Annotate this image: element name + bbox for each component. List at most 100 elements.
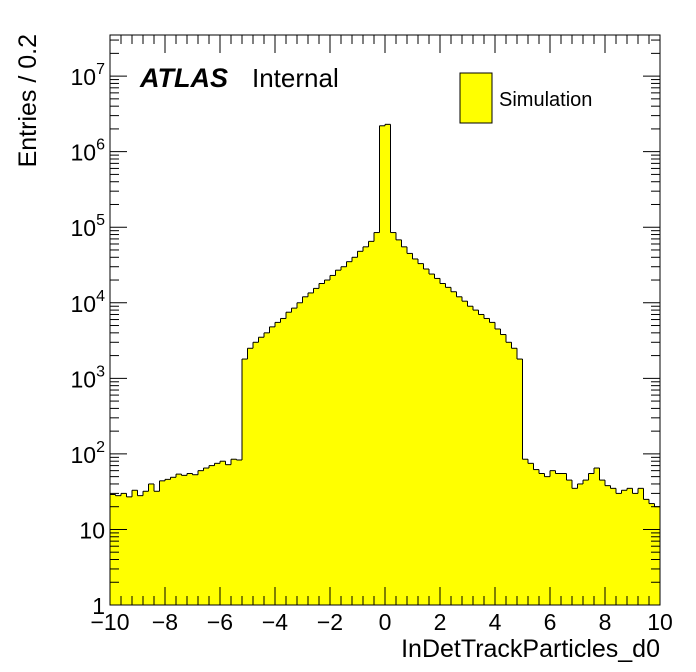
histogram-bin bbox=[110, 494, 116, 605]
histogram-bin bbox=[588, 473, 595, 605]
histogram-bin bbox=[390, 232, 397, 606]
histogram-bin bbox=[280, 318, 287, 605]
histogram-bin bbox=[594, 468, 600, 605]
histogram-bin bbox=[247, 348, 254, 605]
histogram-bin bbox=[176, 474, 182, 605]
atlas-label: ATLAS Internal bbox=[139, 63, 339, 93]
histogram-bin bbox=[649, 503, 655, 605]
histogram-bin bbox=[385, 124, 391, 606]
histogram-bin bbox=[610, 488, 617, 605]
histogram-bin bbox=[132, 490, 138, 605]
histogram-bin bbox=[203, 468, 210, 605]
histogram-bin bbox=[412, 258, 419, 605]
y-tick-label: 106 bbox=[71, 137, 106, 166]
y-tick-label: 103 bbox=[71, 363, 106, 392]
histogram-bin bbox=[561, 473, 567, 605]
y-tick-label: 10 bbox=[79, 517, 105, 543]
y-tick-label-base: 10 bbox=[71, 442, 97, 468]
histogram-bin bbox=[330, 275, 336, 605]
y-tick-label-base: 10 bbox=[71, 215, 97, 241]
histogram-bin bbox=[544, 476, 551, 605]
histogram-bin bbox=[572, 488, 578, 605]
histogram-bin bbox=[577, 483, 584, 605]
histogram-bin bbox=[456, 296, 463, 605]
y-tick-label: 102 bbox=[71, 439, 106, 468]
histogram-bin bbox=[313, 288, 320, 605]
histogram-bin bbox=[324, 280, 331, 605]
x-tick-label: −6 bbox=[207, 609, 233, 635]
histogram-bin bbox=[566, 480, 573, 605]
legend-label: Simulation bbox=[499, 89, 592, 111]
histogram-bin bbox=[170, 477, 177, 605]
histogram-bin bbox=[357, 251, 364, 605]
x-axis-label: InDetTrackParticles_d0 bbox=[401, 635, 660, 663]
y-tick-label-base: 1 bbox=[92, 593, 105, 619]
x-tick-label: −10 bbox=[90, 609, 129, 635]
histogram-bin bbox=[319, 283, 325, 605]
histogram-bin bbox=[181, 475, 188, 605]
y-tick-label-exponent: 4 bbox=[96, 288, 105, 305]
histogram-bin bbox=[539, 473, 545, 605]
histogram-bin bbox=[489, 322, 496, 605]
histogram-bin bbox=[379, 125, 386, 606]
histogram-bin bbox=[478, 314, 485, 605]
y-tick-label-base: 10 bbox=[71, 291, 97, 317]
histogram-bin bbox=[297, 302, 303, 605]
histogram-bin bbox=[632, 493, 639, 605]
histogram-bin bbox=[352, 257, 358, 605]
histogram-bin bbox=[291, 308, 298, 605]
histogram-bin bbox=[253, 342, 259, 605]
histogram-bin bbox=[220, 461, 226, 605]
histogram-bin bbox=[484, 318, 490, 605]
histogram-bin bbox=[451, 291, 457, 605]
histogram-bin bbox=[341, 266, 347, 605]
y-axis-label: Entries / 0.2 bbox=[14, 34, 42, 167]
histogram-bin bbox=[401, 246, 408, 605]
histogram-bin bbox=[621, 490, 628, 605]
y-tick-label-exponent: 5 bbox=[96, 212, 105, 229]
histogram-bin bbox=[462, 301, 468, 605]
x-tick-label: 6 bbox=[544, 609, 557, 635]
histogram-bin bbox=[335, 270, 342, 605]
y-tick-label-base: 10 bbox=[71, 64, 97, 90]
histogram-bin bbox=[616, 493, 622, 605]
histogram-bin bbox=[346, 261, 353, 605]
histogram-bin bbox=[374, 232, 380, 606]
x-tick-label: 0 bbox=[379, 609, 392, 635]
histogram-bin bbox=[231, 459, 237, 605]
histogram-bin bbox=[363, 246, 369, 605]
histogram-bin bbox=[225, 464, 232, 605]
histogram-bin bbox=[165, 479, 171, 605]
histogram-bin bbox=[143, 491, 149, 605]
histogram-bin bbox=[407, 253, 413, 605]
histogram-bin bbox=[654, 506, 661, 605]
histogram-bin bbox=[643, 499, 650, 605]
x-tick-label: 4 bbox=[489, 609, 502, 635]
histogram-bin bbox=[115, 495, 122, 605]
histogram-bin bbox=[528, 463, 534, 605]
histogram-bin bbox=[192, 474, 199, 605]
histogram-fill bbox=[110, 124, 661, 606]
atlas-label-experiment: ATLAS bbox=[139, 63, 228, 93]
x-tick-label: 10 bbox=[647, 609, 673, 635]
legend-swatch bbox=[459, 72, 493, 124]
histogram-bin bbox=[275, 322, 281, 605]
histogram-bin bbox=[368, 241, 375, 605]
histogram-bin bbox=[418, 263, 424, 605]
histogram-bin bbox=[269, 326, 276, 605]
histogram-bin bbox=[429, 274, 435, 605]
histogram-bin bbox=[511, 348, 518, 605]
y-tick-label-base: 10 bbox=[71, 140, 97, 166]
histogram-bin bbox=[286, 312, 292, 605]
x-axis-ticks bbox=[109, 35, 661, 605]
histogram-bin bbox=[308, 292, 314, 605]
histogram-bin bbox=[550, 470, 556, 605]
histogram-bin bbox=[126, 496, 133, 605]
histogram-bin bbox=[500, 334, 507, 605]
x-tick-label: −2 bbox=[317, 609, 343, 635]
histogram-bin bbox=[396, 239, 402, 606]
x-tick-label: 8 bbox=[599, 609, 612, 635]
x-tick-label: −8 bbox=[152, 609, 178, 635]
